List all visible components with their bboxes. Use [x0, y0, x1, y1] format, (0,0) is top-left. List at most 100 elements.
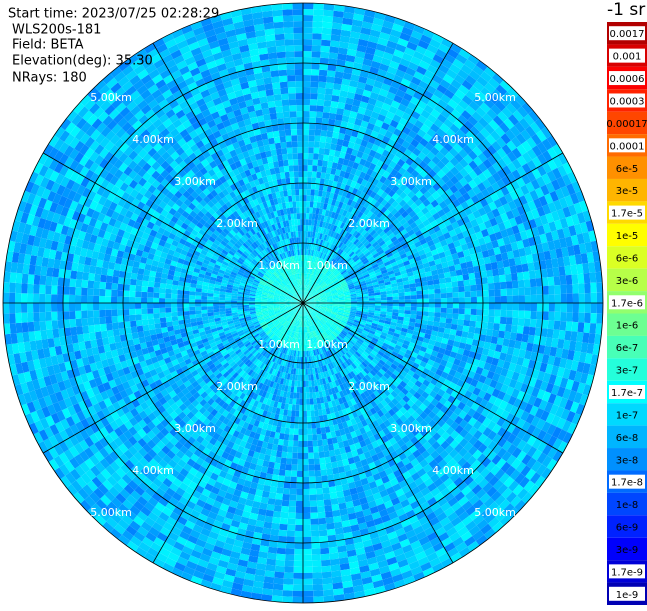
field-cell: [501, 289, 507, 296]
field-cell: [513, 310, 519, 318]
field-cell: [429, 303, 435, 308]
field-cell: [318, 88, 326, 95]
field-cell: [305, 363, 308, 369]
field-cell: [553, 329, 560, 339]
field-cell: [428, 289, 434, 294]
field-cell: [303, 417, 307, 423]
field-cell: [445, 277, 452, 283]
field-cell: [483, 309, 489, 316]
field-cell: [311, 530, 319, 537]
field-cell: [578, 322, 585, 332]
field-cell: [317, 434, 322, 441]
field-cell: [597, 303, 603, 314]
field-cell: [280, 463, 287, 470]
field-cell: [308, 447, 314, 453]
field-cell: [279, 524, 287, 531]
field-cell: [504, 331, 511, 339]
field-cell: [381, 303, 387, 306]
field-cell: [271, 523, 280, 530]
field-cell: [325, 88, 333, 95]
field-cell: [313, 153, 319, 159]
field-cell: [523, 271, 530, 280]
field-cell: [542, 311, 549, 320]
field-cell: [306, 201, 310, 207]
field-cell: [303, 459, 309, 465]
field-cell: [307, 177, 312, 183]
field-cell: [416, 291, 422, 296]
field-cell: [294, 549, 303, 555]
field-cell: [315, 416, 320, 422]
field-cell: [560, 275, 567, 285]
field-cell: [422, 316, 429, 321]
field-cell: [320, 136, 327, 143]
field-cell: [536, 319, 543, 328]
field-cell: [517, 326, 524, 334]
field-cell: [584, 313, 591, 323]
field-cell: [308, 219, 311, 225]
field-cell: [317, 506, 325, 513]
field-cell: [459, 292, 465, 298]
field-cell: [422, 311, 428, 316]
field-cell: [303, 441, 308, 447]
field-cell: [327, 529, 336, 536]
field-cell: [307, 195, 311, 201]
field-cell: [285, 470, 292, 477]
field-cell: [317, 94, 325, 101]
field-cell: [290, 422, 295, 428]
field-cell: [303, 177, 307, 183]
field-cell: [331, 29, 341, 36]
field-cell: [303, 51, 312, 57]
field-cell: [453, 298, 459, 303]
field-cell: [314, 458, 320, 465]
field-cell: [462, 331, 469, 338]
field-cell: [316, 118, 323, 125]
field-cell: [470, 285, 477, 292]
field-cell: [303, 9, 313, 15]
field-cell: [319, 148, 325, 155]
field-cell: [471, 309, 477, 315]
field-cell: [439, 322, 446, 328]
field-cell: [288, 440, 294, 446]
field-cell: [543, 303, 549, 312]
field-cell: [303, 165, 308, 171]
field-cell: [308, 459, 314, 465]
field-cell: [316, 422, 321, 429]
field-cell: [294, 423, 299, 429]
field-cell: [324, 505, 332, 512]
field-cell: [324, 94, 332, 101]
field-cell: [303, 549, 312, 555]
field-cell: [453, 308, 459, 314]
field-cell: [320, 52, 329, 59]
field-cell: [422, 290, 428, 295]
field-cell: [303, 411, 307, 417]
field-cell: [292, 459, 298, 465]
field-cell: [303, 3, 314, 9]
field-cell: [446, 287, 452, 293]
field-cell: [316, 178, 321, 185]
field-cell: [288, 513, 296, 519]
field-cell: [293, 447, 299, 453]
field-cell: [579, 293, 585, 303]
field-cell: [313, 440, 319, 446]
field-cell: [303, 393, 306, 399]
field-cell: [320, 463, 327, 470]
field-cell: [309, 483, 316, 489]
field-cell: [314, 452, 320, 458]
field-cell: [307, 423, 312, 429]
field-cell: [399, 303, 405, 307]
field-cell: [428, 312, 434, 317]
field-cell: [324, 499, 332, 506]
field-cell: [268, 498, 276, 505]
field-cell: [326, 463, 333, 470]
field-cell: [281, 452, 287, 459]
field-cell: [315, 129, 322, 136]
field-cell: [280, 512, 288, 519]
field-cell: [312, 566, 322, 572]
field-cell: [313, 578, 323, 585]
field-cell: [530, 319, 537, 328]
field-cell: [297, 465, 303, 471]
field-cell: [331, 35, 341, 42]
field-cell: [303, 159, 308, 165]
field-cell: [331, 570, 341, 577]
